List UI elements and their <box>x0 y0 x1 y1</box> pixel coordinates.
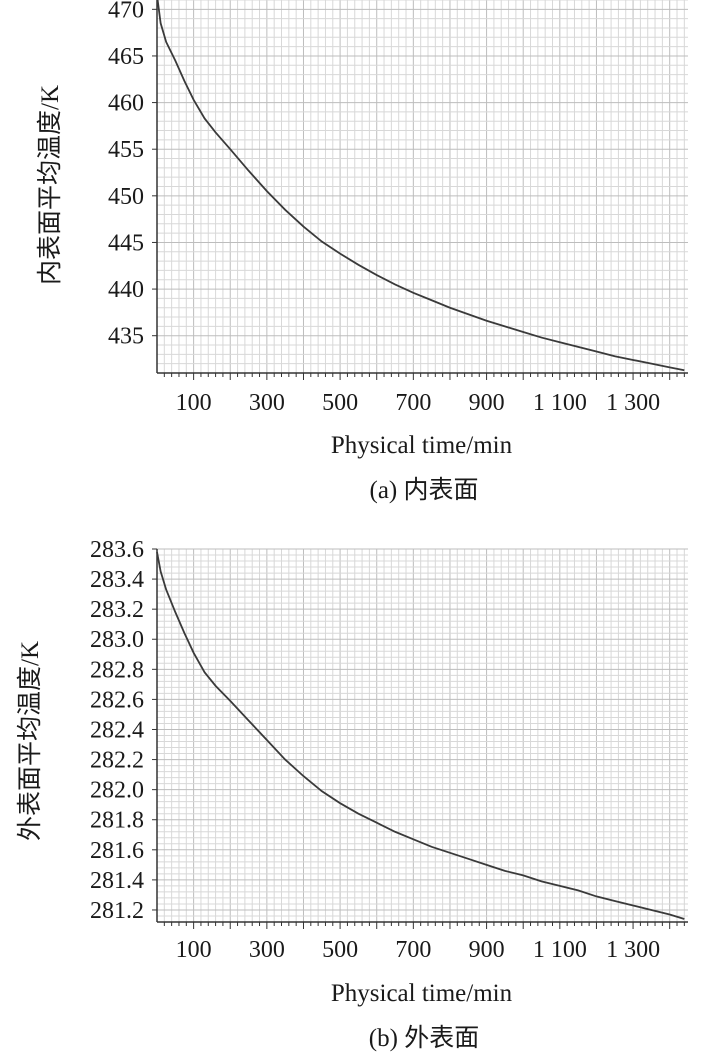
chart-a-y-tick-label: 465 <box>108 44 144 70</box>
chart-a-x-tick-label: 500 <box>322 390 358 416</box>
chart-b-x-tick-label: 900 <box>469 937 505 963</box>
chart-a-y-tick-label: 440 <box>108 277 144 303</box>
chart-a-x-tick-label: 1 300 <box>606 390 660 416</box>
chart-b-y-tick-label: 283.0 <box>90 627 144 653</box>
chart-a-caption: (a) 内表面 <box>370 476 479 504</box>
chart-b-series-line <box>156 551 685 920</box>
chart-a-x-tick-label: 100 <box>176 390 212 416</box>
chart-b-x-tick-label: 1 100 <box>533 937 587 963</box>
chart-b-y-tick-label: 283.4 <box>90 567 144 593</box>
chart-a-y-tick-label: 445 <box>108 230 144 256</box>
chart-b-x-axis-title: Physical time/min <box>331 980 513 1007</box>
chart-b-x-tick-label: 1 300 <box>606 937 660 963</box>
chart-b-y-axis-title: 外表面平均温度/K <box>16 641 44 841</box>
chart-a-series-line <box>156 0 685 372</box>
chart-a-x-tick-label: 1 100 <box>533 390 587 416</box>
chart-a-y-axis-title: 内表面平均温度/K <box>36 85 64 285</box>
chart-b: 100 300 500 700 900 1 100 1 300 281.2 281.4 281.6… <box>0 520 709 1057</box>
chart-b-x-tick-label: 700 <box>395 937 431 963</box>
chart-b-caption: (b) 外表面 <box>369 1024 479 1052</box>
chart-a-x-tick-label: 900 <box>469 390 505 416</box>
chart-b-y-tick-label: 283.6 <box>90 537 144 563</box>
chart-b-y-tick-label: 281.8 <box>90 808 144 834</box>
chart-b-x-tick-label: 100 <box>176 937 212 963</box>
chart-a: 100 300 500 700 900 1 100 1 300 435 440 445 450 455… <box>0 0 709 520</box>
chart-a-y-tick-label: 470 <box>108 0 144 23</box>
chart-a-grid <box>157 0 688 374</box>
chart-b-y-tick-label: 282.6 <box>90 687 144 713</box>
chart-b-y-tick-label: 281.4 <box>90 868 144 894</box>
chart-b-y-tick-label: 283.2 <box>90 597 144 623</box>
chart-b-grid <box>157 548 688 922</box>
chart-b-y-tick-label: 282.8 <box>90 657 144 683</box>
chart-a-x-axis-title: Physical time/min <box>331 432 513 459</box>
chart-b-x-tick-label: 300 <box>249 937 285 963</box>
chart-a-y-tick-label: 450 <box>108 184 144 210</box>
chart-a-svg: 100 300 500 700 900 1 100 1 300 435 440 445 450 455… <box>36 0 688 504</box>
chart-a-x-tick-label: 700 <box>395 390 431 416</box>
chart-b-y-tick-label: 281.2 <box>90 898 144 924</box>
chart-a-y-tick-label: 460 <box>108 91 144 117</box>
chart-b-svg: 100 300 500 700 900 1 100 1 300 281.2 281.4 281.6… <box>16 537 688 1052</box>
chart-b-y-tick-label: 281.6 <box>90 838 144 864</box>
chart-a-x-tick-label: 300 <box>249 390 285 416</box>
chart-b-y-tick-label: 282.2 <box>90 748 144 774</box>
chart-b-y-tick-label: 282.4 <box>90 717 144 743</box>
chart-a-y-tick-label: 435 <box>108 324 144 350</box>
chart-a-y-tick-label: 455 <box>108 137 144 163</box>
chart-b-x-tick-label: 500 <box>322 937 358 963</box>
chart-b-y-tick-label: 282.0 <box>90 778 144 804</box>
